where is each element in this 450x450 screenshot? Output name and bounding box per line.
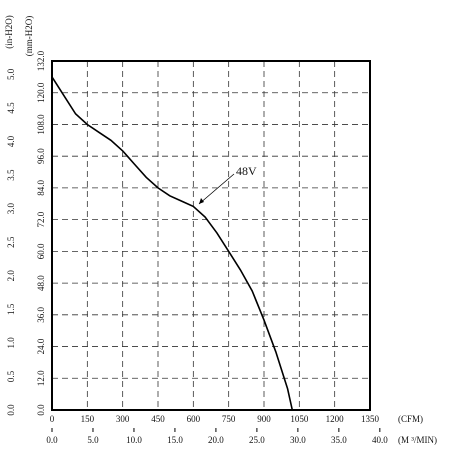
y-tick-label: 60.0 bbox=[36, 243, 46, 259]
y2-tick-label: 0.0 bbox=[6, 404, 16, 416]
y2-tick-label: 3.0 bbox=[6, 203, 16, 215]
y2-tick-label: 0.5 bbox=[6, 370, 16, 382]
y-tick-label: 24.0 bbox=[36, 338, 46, 354]
x-tick-label: 150 bbox=[81, 414, 95, 424]
x2-tick-label: 10.0 bbox=[126, 435, 142, 445]
x-tick-label: 750 bbox=[222, 414, 236, 424]
y2-tick-label: 2.5 bbox=[6, 236, 16, 248]
y-tick-label: 36.0 bbox=[36, 306, 46, 322]
y-tick-label: 96.0 bbox=[36, 148, 46, 164]
x-tick-label: 600 bbox=[187, 414, 201, 424]
y-tick-label: 0.0 bbox=[36, 404, 46, 416]
y2-axis-label: (in-H2O) bbox=[4, 15, 14, 49]
x2-axis-label: (M ³/MIN) bbox=[398, 435, 437, 445]
x2-tick-label: 35.0 bbox=[331, 435, 347, 445]
y2-tick-label: 1.0 bbox=[6, 337, 16, 349]
plot-frame bbox=[51, 60, 371, 411]
x2-tick-label: 25.0 bbox=[249, 435, 265, 445]
y2-tick-label: 5.0 bbox=[6, 68, 16, 80]
y-tick-label: 48.0 bbox=[36, 275, 46, 291]
y-tick-label: 120.0 bbox=[36, 82, 46, 103]
y2-tick-label: 1.5 bbox=[6, 303, 16, 315]
y2-tick-label: 4.5 bbox=[6, 102, 16, 114]
y-axis-label: (mm-H2O) bbox=[24, 16, 34, 57]
x2-tick-label: 5.0 bbox=[87, 435, 99, 445]
x-tick-label: 1050 bbox=[290, 414, 309, 424]
x-tick-label: 0 bbox=[50, 414, 55, 424]
x2-tick-label: 0.0 bbox=[46, 435, 58, 445]
y-tick-label: 84.0 bbox=[36, 180, 46, 196]
x-tick-label: 900 bbox=[257, 414, 271, 424]
x2-tick-label: 30.0 bbox=[290, 435, 306, 445]
x2-tick-label: 40.0 bbox=[372, 435, 388, 445]
x2-tick-label: 20.0 bbox=[208, 435, 224, 445]
annotation: 48V bbox=[236, 164, 257, 178]
y-tick-label: 12.0 bbox=[36, 370, 46, 386]
x-tick-label: 1350 bbox=[361, 414, 380, 424]
x-axis-label: (CFM) bbox=[398, 414, 423, 424]
y-tick-label: 72.0 bbox=[36, 211, 46, 227]
y-tick-label: 108.0 bbox=[36, 114, 46, 135]
annotation-arrow bbox=[198, 173, 235, 205]
arrow-head bbox=[199, 198, 204, 204]
x-tick-label: 450 bbox=[151, 414, 165, 424]
y2-tick-label: 4.0 bbox=[6, 135, 16, 147]
x-tick-label: 1200 bbox=[326, 414, 345, 424]
curve bbox=[51, 76, 294, 411]
x2-tick-label: 15.0 bbox=[167, 435, 183, 445]
x-tick-label: 300 bbox=[116, 414, 130, 424]
y-tick-label: 132.0 bbox=[36, 50, 46, 71]
y2-tick-label: 2.0 bbox=[6, 270, 16, 282]
y2-tick-label: 3.5 bbox=[6, 169, 16, 181]
